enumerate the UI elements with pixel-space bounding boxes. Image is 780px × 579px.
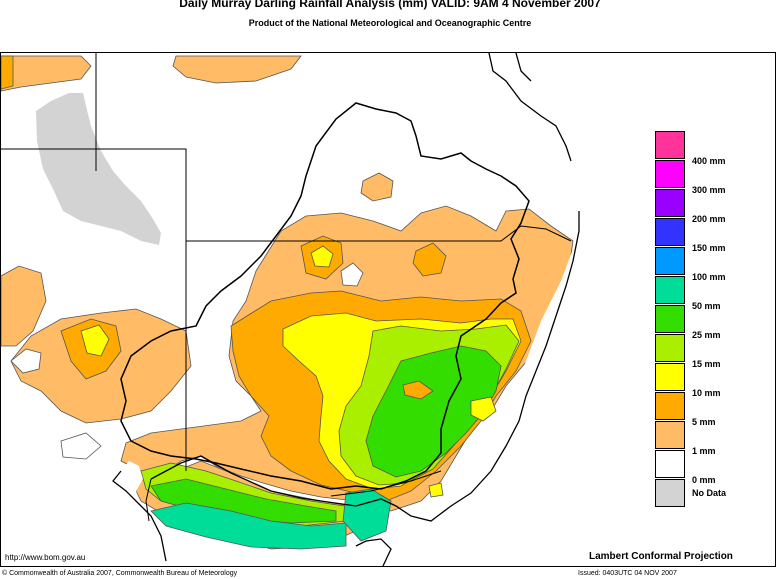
no-data-region (36, 93, 161, 245)
issued-timestamp: Issued: 0403UTC 04 NOV 2007 (578, 570, 677, 577)
map-title: Daily Murray Darling Rainfall Analysis (… (179, 0, 601, 10)
basin-boundary (120, 102, 530, 490)
legend-swatch (655, 218, 685, 246)
legend-label: 0 mm (692, 475, 716, 485)
map-subtitle: Product of the National Meteorological a… (248, 18, 532, 28)
legend-label: 15 mm (692, 359, 721, 369)
rainfall-map (0, 52, 776, 567)
legend-item: 400 mm (655, 131, 780, 166)
projection-label: Lambert Conformal Projection (589, 551, 733, 562)
legend-item: 15 mm (655, 334, 780, 369)
legend-item: 25 mm (655, 305, 780, 340)
legend-swatch (655, 247, 685, 275)
legend-item: 200 mm (655, 189, 780, 224)
legend-item: No Data (655, 479, 780, 508)
legend-label: 300 mm (692, 185, 726, 195)
legend-item: 0 mm (655, 450, 780, 485)
legend-label: 400 mm (692, 156, 726, 166)
source-url: http://www.bom.gov.au (5, 553, 86, 562)
legend-item: 10 mm (655, 363, 780, 398)
legend-label: 10 mm (692, 388, 721, 398)
legend-swatch (655, 421, 685, 449)
legend-label: No Data (692, 488, 727, 498)
legend-label: 1 mm (692, 446, 716, 456)
legend-label: 50 mm (692, 301, 721, 311)
legend-item: 300 mm (655, 160, 780, 195)
legend-label: 200 mm (692, 214, 726, 224)
legend-label: 150 mm (692, 243, 726, 253)
legend-item: 5 mm (655, 392, 780, 427)
copyright-notice: © Commonwealth of Australia 2007, Common… (2, 570, 238, 577)
legend-label: 5 mm (692, 417, 716, 427)
legend-swatch (655, 160, 685, 188)
legend-item: 50 mm (655, 276, 780, 311)
legend-swatch (655, 479, 685, 507)
legend-item: 1 mm (655, 421, 780, 456)
legend-swatch (655, 450, 685, 478)
legend-item: 100 mm (655, 247, 780, 282)
legend-swatch (655, 334, 685, 362)
legend-swatch (655, 392, 685, 420)
legend-item: 150 mm (655, 218, 780, 253)
legend-swatch (655, 276, 685, 304)
legend-label: 25 mm (692, 330, 721, 340)
legend-swatch (655, 131, 685, 159)
legend-swatch (655, 189, 685, 217)
legend-swatch (655, 305, 685, 333)
legend-label: 100 mm (692, 272, 726, 282)
legend-swatch (655, 363, 685, 391)
